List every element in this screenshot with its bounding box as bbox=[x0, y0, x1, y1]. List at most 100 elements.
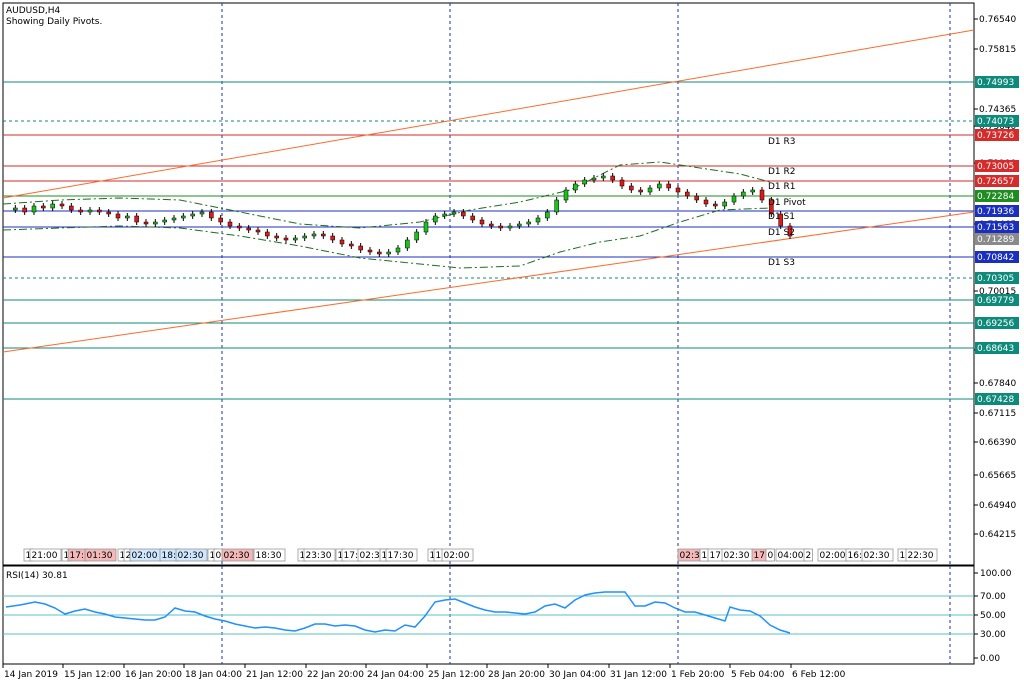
level-price-text: 0.74073 bbox=[977, 117, 1014, 127]
time-marker-text: 1 bbox=[436, 551, 442, 561]
time-marker-box[interactable] bbox=[84, 548, 117, 562]
time-marker-box[interactable] bbox=[221, 548, 254, 562]
pivot-labels: D1 R3 D1 R2 D1 R1 D1 Pivot D1 S1 D1 S2 D1 S3 bbox=[768, 137, 806, 268]
candle-body bbox=[265, 231, 270, 237]
main-chart-frame bbox=[2, 2, 975, 566]
candle-body bbox=[638, 189, 643, 193]
level-price-text: 0.74993 bbox=[977, 78, 1014, 88]
candle-body bbox=[451, 211, 457, 215]
candle-body bbox=[629, 185, 634, 191]
level-price-box bbox=[975, 76, 1019, 88]
lower-envelope bbox=[2, 207, 771, 269]
candle-body bbox=[134, 215, 139, 223]
candle-body bbox=[349, 243, 354, 247]
time-marker-text: 18:30 bbox=[256, 551, 282, 561]
price-tick-label: 0.67115 bbox=[979, 409, 1016, 419]
envelope-lines bbox=[2, 161, 771, 269]
price-tick-label: 0.75815 bbox=[979, 45, 1016, 55]
candle-body bbox=[769, 199, 774, 215]
candle-body bbox=[610, 175, 615, 181]
candle-body bbox=[423, 221, 429, 233]
time-tick-label: 24 Jan 04:00 bbox=[367, 670, 424, 680]
candle-body bbox=[209, 211, 214, 219]
candle-body bbox=[703, 199, 709, 205]
time-marker-text: 02:30 bbox=[864, 551, 890, 561]
time-marker-box[interactable] bbox=[803, 548, 813, 562]
candle-body bbox=[377, 251, 382, 255]
candle-body bbox=[283, 237, 289, 241]
time-marker-box[interactable] bbox=[905, 548, 938, 562]
price-tick-label: 0.66390 bbox=[979, 438, 1016, 448]
time-marker-text: 1 bbox=[120, 551, 126, 561]
time-marker-box[interactable] bbox=[303, 548, 336, 562]
time-marker-box[interactable] bbox=[385, 548, 418, 562]
candle-body bbox=[125, 215, 130, 219]
level-price-text: 0.70305 bbox=[977, 274, 1014, 284]
time-marker-box[interactable] bbox=[861, 548, 894, 562]
candle-body bbox=[591, 177, 597, 181]
candle-body bbox=[41, 205, 46, 209]
time-marker-box[interactable] bbox=[29, 548, 62, 562]
level-price-box bbox=[975, 175, 1019, 187]
candle-body bbox=[713, 203, 718, 207]
candle-body bbox=[162, 219, 167, 223]
time-marker-box[interactable] bbox=[441, 548, 474, 562]
time-tick-label: 21 Jan 12:00 bbox=[246, 670, 303, 680]
pivot-label: D1 S2 bbox=[768, 228, 795, 238]
candle-body bbox=[339, 239, 345, 245]
time-tick-label: 15 Jan 12:00 bbox=[64, 670, 121, 680]
pivot-label: D1 R1 bbox=[768, 182, 796, 192]
candle-body bbox=[50, 203, 55, 209]
level-price-box bbox=[975, 233, 1019, 245]
level-price-text: 0.73005 bbox=[977, 162, 1014, 172]
candle-body bbox=[395, 247, 401, 253]
level-price-box bbox=[975, 205, 1019, 217]
time-marker-text: 02:30 bbox=[724, 551, 750, 561]
rsi-label: RSI(14) 30.81 bbox=[6, 571, 68, 581]
rsi-tick-label: 30.00 bbox=[980, 630, 1006, 640]
candle-body bbox=[675, 187, 681, 193]
time-marker-text: 02:00 bbox=[444, 551, 470, 561]
level-price-box bbox=[975, 272, 1019, 284]
time-tick-label: 22 Jan 20:00 bbox=[307, 670, 364, 680]
level-price-text: 0.69779 bbox=[977, 296, 1014, 306]
lower-trendline[interactable] bbox=[2, 211, 975, 353]
time-marker-text: 17: bbox=[344, 551, 358, 561]
time-marker-text: 17: bbox=[70, 551, 84, 561]
time-marker-box[interactable] bbox=[765, 548, 775, 562]
level-price-box bbox=[975, 160, 1019, 172]
time-marker-text: 02:00 bbox=[820, 551, 846, 561]
candle-body bbox=[143, 221, 149, 225]
time-marker-text: 02:30 bbox=[178, 551, 204, 561]
candle-body bbox=[545, 211, 550, 219]
candle-body bbox=[433, 215, 438, 223]
candle-body bbox=[13, 207, 18, 211]
price-tick-label: 0.64940 bbox=[979, 501, 1016, 511]
candle-body bbox=[489, 223, 494, 227]
candle-body bbox=[237, 225, 242, 229]
time-marker-box[interactable] bbox=[253, 548, 286, 562]
level-price-text: 0.68643 bbox=[977, 344, 1014, 354]
candle-body bbox=[97, 209, 102, 213]
candle-body bbox=[750, 189, 755, 193]
time-marker-box[interactable] bbox=[175, 548, 208, 562]
pivot-label: D1 Pivot bbox=[768, 198, 806, 208]
upper-trendline[interactable] bbox=[2, 29, 975, 199]
price-tick-label: 0.65665 bbox=[979, 471, 1016, 481]
level-price-text: 0.71289 bbox=[977, 235, 1014, 245]
candle-body bbox=[302, 235, 307, 239]
candle-body bbox=[759, 189, 765, 201]
candle-body bbox=[115, 213, 121, 219]
pivot-label: D1 S3 bbox=[768, 258, 795, 268]
rsi-tick-label: 0.00 bbox=[980, 654, 1000, 664]
candle-body bbox=[479, 219, 485, 225]
pivot-subtitle: Showing Daily Pivots. bbox=[6, 17, 102, 27]
time-tick-label: 16 Jan 20:00 bbox=[125, 670, 182, 680]
time-marker-text: 02:00 bbox=[132, 551, 158, 561]
rsi-tick-label: 100.00 bbox=[980, 569, 1012, 579]
candle-body bbox=[321, 233, 326, 237]
candle-body bbox=[246, 227, 251, 231]
price-tick-label: 0.70015 bbox=[979, 287, 1016, 297]
time-marker-text: 22:30 bbox=[908, 551, 934, 561]
